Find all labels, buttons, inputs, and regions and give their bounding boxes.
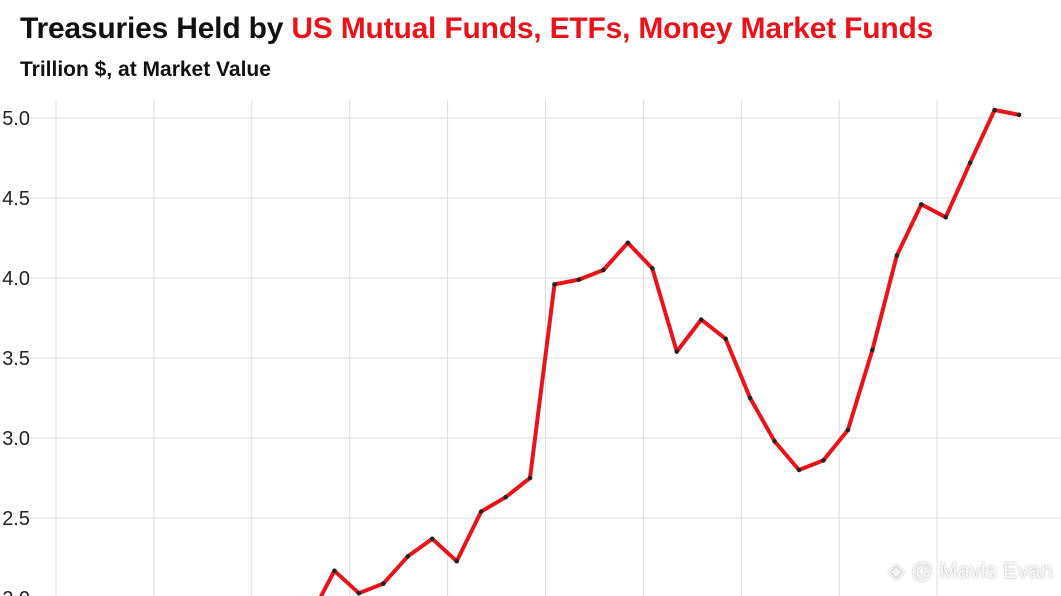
chart-title: Treasuries Held by US Mutual Funds, ETFs… <box>20 12 933 46</box>
y-tick-label: 5.0 <box>2 108 30 130</box>
data-point <box>870 347 875 353</box>
data-point <box>918 202 924 207</box>
data-point <box>796 467 802 473</box>
y-tick-label: 2.0 <box>2 588 30 596</box>
data-point <box>625 240 631 246</box>
data-point <box>576 277 582 282</box>
data-point <box>943 214 948 220</box>
y-tick-label: 4.5 <box>2 188 30 210</box>
data-point <box>429 536 435 542</box>
data-point <box>992 107 997 113</box>
data-point <box>503 494 508 500</box>
watermark: ◈ @ Mavis Evan <box>887 558 1053 583</box>
y-tick-label: 2.5 <box>2 508 30 530</box>
series-line <box>318 108 1021 596</box>
series-layer <box>318 107 1022 596</box>
data-point <box>478 509 484 514</box>
data-point <box>821 458 826 463</box>
y-tick-label: 3.5 <box>2 348 30 370</box>
data-point <box>356 590 362 596</box>
data-point <box>845 427 851 433</box>
data-point <box>674 349 680 354</box>
data-point <box>332 568 337 574</box>
data-point <box>1016 112 1022 118</box>
data-point <box>381 581 386 586</box>
data-point <box>405 554 411 559</box>
y-axis-ticks: 2.0 2.5 3.0 3.5 4.0 4.5 5.0 <box>2 108 30 596</box>
title-prefix: Treasuries Held by <box>20 12 292 45</box>
title-highlight: US Mutual Funds, ETFs, Money Market Fund… <box>291 12 934 45</box>
data-point <box>772 438 777 444</box>
data-point <box>698 317 704 322</box>
data-point <box>723 336 728 342</box>
y-tick-label: 4.0 <box>2 268 30 290</box>
data-point <box>601 267 606 273</box>
data-point <box>650 266 655 271</box>
data-point <box>527 475 533 481</box>
y-tick-label: 3.0 <box>2 428 30 450</box>
data-point <box>894 253 900 258</box>
data-point <box>454 558 460 564</box>
data-point <box>967 160 973 166</box>
chart-subtitle: Trillion $, at Market Value <box>20 58 271 81</box>
data-point <box>552 282 557 287</box>
data-point <box>747 395 753 401</box>
